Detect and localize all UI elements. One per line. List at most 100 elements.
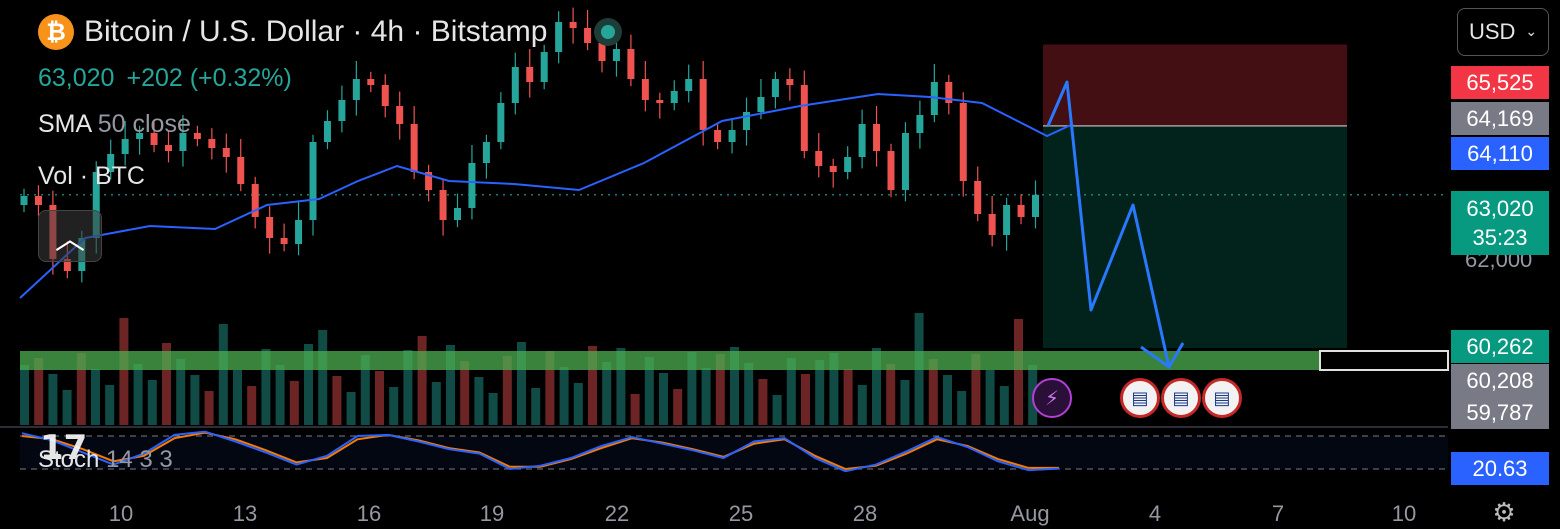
candle-body — [584, 28, 592, 43]
zone-top-price-tag: 60,262 — [1451, 330, 1549, 363]
candle-body — [497, 103, 505, 142]
volume-bar — [588, 346, 597, 425]
volume-bar — [133, 364, 143, 425]
volume-bar — [886, 364, 896, 425]
last-price-tag-value: 63,020 — [1466, 196, 1534, 221]
candle-body — [959, 103, 967, 181]
volume-bar — [545, 351, 555, 425]
volume-bar — [431, 382, 441, 425]
candle-body — [1003, 205, 1011, 235]
zone-bottom-price-tag: 60,208 — [1451, 364, 1549, 397]
candle-body — [974, 181, 982, 214]
candle-body — [266, 217, 274, 238]
bitcoin-icon: ₿ — [38, 14, 74, 50]
stoch-value-tag: 20.63 — [1451, 452, 1549, 485]
volume-bar — [730, 347, 739, 425]
candle-body — [540, 52, 548, 82]
candle-body — [295, 220, 303, 244]
candle-body — [309, 142, 317, 220]
volume-bar — [531, 388, 541, 425]
tradingview-logo: 17 — [40, 428, 88, 468]
volume-bar — [801, 374, 810, 425]
candle-body — [381, 85, 389, 106]
volume-bar — [48, 374, 58, 425]
x-axis-label: Aug — [1010, 501, 1050, 526]
candle-body — [887, 151, 895, 190]
candle-body — [468, 163, 476, 208]
candle-body — [367, 79, 375, 85]
volume-bar — [843, 369, 853, 425]
price-quote: 63,020 +202 (+0.32%) — [38, 64, 292, 93]
candle-body — [699, 79, 707, 130]
volume-bar — [218, 324, 228, 425]
candle-body — [771, 79, 779, 97]
volume-bar — [488, 393, 498, 425]
volume-bar — [687, 352, 697, 425]
stoch-d-line — [21, 431, 1059, 471]
candle-body — [107, 154, 115, 172]
candle-body — [396, 106, 404, 124]
sma-price-tag: 64,110 — [1451, 137, 1549, 170]
volume-bar — [573, 383, 583, 425]
stoch-params: 14 3 3 — [106, 446, 173, 473]
candle-body — [656, 100, 664, 103]
volume-bar — [701, 368, 711, 425]
sma-legend[interactable]: SMA 50 close — [38, 110, 191, 139]
entry-price-tag: 64,169 — [1451, 102, 1549, 135]
sma-params: 50 close — [97, 110, 191, 138]
candle-body — [555, 22, 563, 52]
us-flag-event-icon[interactable]: ▤ — [1202, 378, 1242, 418]
volume-bar — [943, 375, 952, 425]
volume-bar — [176, 359, 186, 425]
candle-body — [757, 97, 765, 112]
volume-bar — [857, 385, 867, 425]
candle-body — [815, 151, 823, 166]
last-price-tag: 63,020 35:23 — [1451, 191, 1549, 255]
candle-body — [829, 166, 837, 172]
volume-bar — [715, 354, 725, 425]
x-axis-label: 10 — [1391, 501, 1417, 526]
candle-body — [569, 22, 577, 28]
volume-bar — [900, 380, 910, 425]
volume-bar — [815, 360, 825, 425]
settings-gear-icon[interactable]: ⚙ — [1492, 498, 1516, 528]
volume-bar — [318, 330, 328, 425]
volume-bar — [162, 343, 171, 425]
candle-body — [425, 172, 433, 190]
volume-bar — [403, 350, 413, 425]
us-flag-event-icon[interactable]: ▤ — [1120, 378, 1160, 418]
volume-bar — [644, 357, 654, 425]
candle-body — [208, 139, 216, 148]
candle-body — [945, 82, 953, 103]
candle-body — [598, 43, 606, 61]
volume-bar — [758, 379, 768, 425]
candle-body — [627, 49, 635, 79]
volume-bar — [204, 391, 214, 425]
x-axis-label: 7 — [1271, 501, 1285, 526]
symbol-header[interactable]: ₿ Bitcoin / U.S. Dollar · 4h · Bitstamp — [38, 14, 547, 50]
volume-bar — [446, 345, 455, 425]
price-change: +202 (+0.32%) — [126, 64, 292, 92]
us-flag-event-icon[interactable]: ▤ — [1161, 378, 1201, 418]
volume-bar — [417, 336, 427, 425]
volume-bar — [872, 348, 881, 425]
lightning-event-icon[interactable]: ⚡ — [1032, 378, 1072, 418]
volume-bar — [34, 358, 44, 425]
volume-label: Vol · BTC — [38, 162, 145, 190]
candle-body — [800, 85, 808, 151]
candle-body — [222, 148, 230, 157]
bar-countdown: 35:23 — [1472, 225, 1528, 250]
volume-legend[interactable]: Vol · BTC — [38, 162, 145, 191]
stop-price-tag: 65,525 — [1451, 66, 1549, 99]
volume-bar — [602, 362, 612, 425]
candle-body — [179, 133, 187, 151]
volume-bar — [62, 390, 72, 425]
stochastic-legend[interactable]: Stoch 14 3 3 — [38, 446, 173, 474]
volume-bar — [999, 386, 1009, 425]
volume-bar — [375, 371, 384, 425]
candle-body — [1017, 205, 1025, 217]
candle-body — [338, 100, 346, 121]
currency-select[interactable]: USD ⌄ — [1457, 8, 1549, 56]
collapse-legend-button[interactable]: ︿ — [38, 210, 102, 262]
